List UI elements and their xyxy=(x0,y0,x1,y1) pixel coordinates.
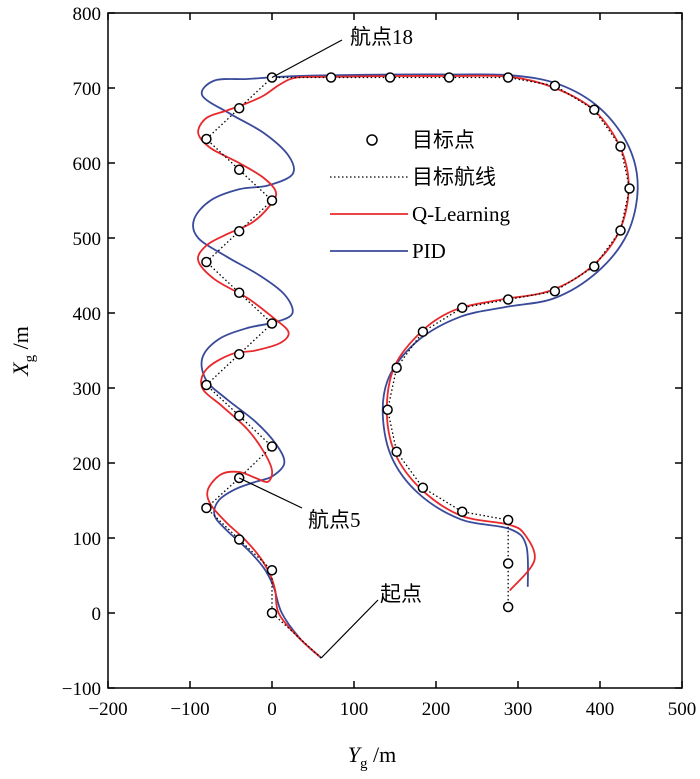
legend-label: 目标点 xyxy=(412,128,475,152)
target-point-marker xyxy=(233,287,245,298)
x-axis-title-main: Y xyxy=(348,742,363,767)
target-point-marker xyxy=(266,607,278,619)
x-tick-label: 100 xyxy=(340,699,369,720)
series xyxy=(192,73,639,659)
annotation-leader-line xyxy=(271,39,343,79)
target-point-marker xyxy=(615,141,626,152)
y-axis-title-unit: /m xyxy=(8,326,33,355)
target-point-marker xyxy=(417,326,429,337)
target-point-marker xyxy=(443,72,455,83)
target-point-marker xyxy=(233,164,245,175)
ticks: −200 −100 0 100 200 300 400 500−100010020030040… xyxy=(62,4,696,720)
y-tick-label: 0 xyxy=(92,604,102,625)
y-tick-label: 100 xyxy=(73,529,102,550)
target-point-marker xyxy=(615,225,626,236)
target-point-marker xyxy=(266,318,278,329)
x-tick-label: 300 xyxy=(504,699,533,720)
x-axis-title-unit: /m xyxy=(368,742,397,767)
target-route-line xyxy=(205,76,631,659)
axes xyxy=(107,12,683,689)
target-point-marker xyxy=(325,72,337,83)
target-point-marker xyxy=(502,601,514,613)
target-point-marker xyxy=(382,404,393,415)
annotation-label: 航点5 xyxy=(308,508,361,532)
target-point-marker xyxy=(233,410,245,421)
y-tick-label: 400 xyxy=(73,304,102,325)
target-point-marker xyxy=(201,502,212,514)
target-point-marker xyxy=(384,72,396,83)
x-tick-label: −200 xyxy=(88,699,127,720)
target-point-marker xyxy=(233,534,245,545)
x-tick-label: 0 xyxy=(267,699,277,720)
y-tick-label: 700 xyxy=(73,79,102,100)
target-point-marker xyxy=(391,446,402,457)
target-point-marker xyxy=(502,558,514,569)
target-point-marker xyxy=(391,362,402,373)
target-point-marker xyxy=(417,482,429,493)
target-point-marker xyxy=(233,349,245,360)
y-tick-label: −100 xyxy=(62,679,101,700)
target-point-marker xyxy=(266,441,278,452)
y-tick-label: 500 xyxy=(73,229,102,250)
target-point-marker xyxy=(266,565,278,576)
target-point-marker xyxy=(502,294,514,305)
target-points xyxy=(201,72,635,619)
target-point-marker xyxy=(502,72,514,83)
legend-label: PID xyxy=(412,239,446,263)
plot-frame xyxy=(107,12,683,689)
legend-marker-target-point xyxy=(366,134,378,146)
y-tick-label: 600 xyxy=(73,154,102,175)
target-point-marker xyxy=(456,302,468,313)
legend-label: 目标航线 xyxy=(412,165,496,189)
x-axis-title-sub: g xyxy=(360,756,368,772)
x-tick-label: 200 xyxy=(422,699,451,720)
target-point-marker xyxy=(201,256,212,268)
x-tick-label: 500 xyxy=(668,699,697,720)
y-axis-title: Xg /m xyxy=(8,326,38,377)
series-pid-line xyxy=(192,73,639,659)
annotation-leader-line xyxy=(238,477,303,509)
target-point-marker xyxy=(589,261,600,272)
target-point-marker xyxy=(589,104,600,115)
x-tick-label: −100 xyxy=(170,699,209,720)
target-point-marker xyxy=(233,103,245,114)
y-axis-title-sub: g xyxy=(22,354,38,362)
annotations: 航点18 航点5 起点 xyxy=(238,25,422,659)
target-point-marker xyxy=(233,226,245,237)
target-point-marker xyxy=(266,195,278,206)
y-tick-label: 800 xyxy=(73,4,102,25)
x-axis-title: Yg /m xyxy=(348,742,396,772)
annotation-label: 起点 xyxy=(380,582,422,606)
x-tick-label: 400 xyxy=(586,699,615,720)
target-point-marker xyxy=(201,133,212,145)
target-route xyxy=(205,76,631,659)
legend-label: Q-Learning xyxy=(412,202,510,226)
y-tick-label: 300 xyxy=(73,379,102,400)
target-point-marker xyxy=(549,80,561,91)
y-tick-label: 200 xyxy=(73,454,102,475)
target-point-marker xyxy=(456,506,468,517)
annotation-label: 航点18 xyxy=(350,25,413,49)
annotation-leader-line xyxy=(320,599,379,659)
target-point-marker xyxy=(549,286,561,297)
target-point-marker xyxy=(201,379,212,391)
series-q-learning-line xyxy=(197,74,630,658)
target-point-marker xyxy=(502,514,514,526)
target-point-marker xyxy=(624,183,635,194)
y-axis-title-main: X xyxy=(8,361,33,377)
